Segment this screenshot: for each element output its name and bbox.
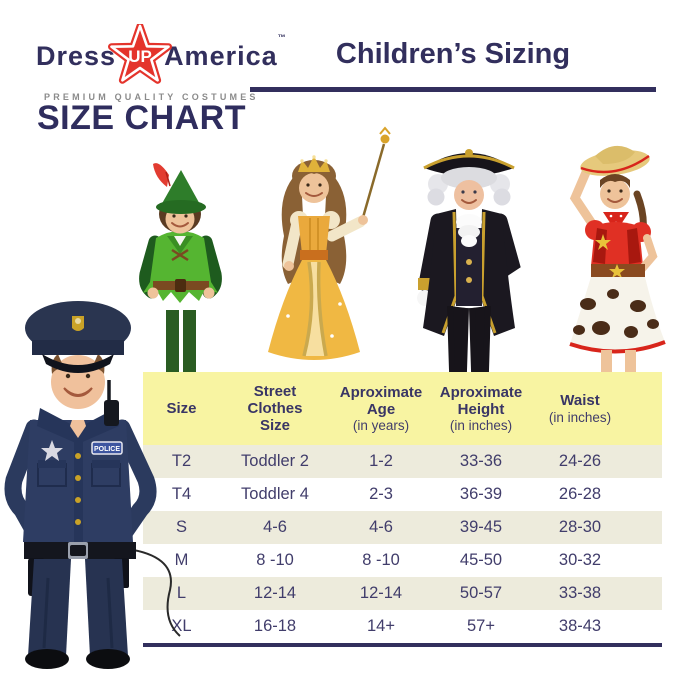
sizing-table: Size Street Clothes Size Aproximate Age …	[143, 372, 662, 647]
logo-word-dress: Dress	[36, 40, 117, 71]
costume-photo-police-officer: POLICE	[4, 301, 181, 669]
col-header-height: Aproximate Height (in inches)	[439, 383, 523, 434]
cell-size: S	[175, 518, 187, 536]
costume-photo-colonial	[417, 149, 521, 373]
col-header-waist: Waist (in inches)	[548, 392, 612, 425]
costume-photo-peter-pan	[139, 163, 222, 373]
table-row-t2: T2 Toddler 2 1-2 33-36 24-26	[143, 445, 662, 478]
cell-street-size: 4-6	[263, 518, 287, 536]
cell-street-size: Toddler 2	[241, 452, 309, 470]
logo-star-icon: UP	[108, 24, 173, 84]
page-title: Children’s Sizing	[335, 38, 571, 70]
col-header-age: Aproximate Age (in years)	[339, 383, 423, 434]
cell-size: T4	[171, 485, 192, 503]
cell-size: M	[174, 551, 189, 569]
brand-logo: Dress UP America™	[36, 24, 287, 88]
col-header-street-clothes-size: Street Clothes Size	[247, 382, 303, 435]
table-row-s: S 4-6 4-6 39-45 28-30	[143, 511, 662, 544]
cell-age: 1-2	[369, 452, 393, 470]
cell-street-size: 12-14	[253, 584, 297, 602]
cell-street-size: 16-18	[253, 617, 297, 635]
cell-height: 36-39	[459, 485, 503, 503]
cell-waist: 24-26	[558, 452, 602, 470]
cell-height: 33-36	[459, 452, 503, 470]
logo-word-up: UP	[128, 47, 152, 66]
cell-waist: 26-28	[558, 485, 602, 503]
title-underline	[250, 87, 656, 92]
trademark-symbol: ™	[277, 32, 287, 42]
costume-photo-princess	[268, 126, 391, 360]
logo-word-america: America™	[164, 32, 287, 71]
cell-waist: 33-38	[558, 584, 602, 602]
cell-age: 14+	[367, 617, 395, 635]
cell-age: 12-14	[359, 584, 403, 602]
table-header-row: Size Street Clothes Size Aproximate Age …	[143, 372, 662, 445]
cell-waist: 30-32	[558, 551, 602, 569]
cell-age: 4-6	[369, 518, 393, 536]
cell-height: 57+	[467, 617, 495, 635]
size-chart-title: SIZE CHART	[37, 99, 246, 137]
col-header-size: Size	[166, 399, 197, 417]
cell-height: 50-57	[459, 584, 503, 602]
table-bottom-border	[143, 643, 662, 647]
cell-waist: 38-43	[558, 617, 602, 635]
cell-age: 8 -10	[362, 551, 400, 569]
cell-street-size: 8 -10	[256, 551, 294, 569]
cell-size: L	[176, 584, 187, 602]
cell-height: 45-50	[459, 551, 503, 569]
table-row-xl: XL 16-18 14+ 57+ 38-43	[143, 610, 662, 643]
costume-photo-cowgirl	[569, 145, 666, 373]
cell-size: XL	[171, 617, 192, 635]
cell-street-size: Toddler 4	[241, 485, 309, 503]
cell-waist: 28-30	[558, 518, 602, 536]
police-patch-label: POLICE	[94, 446, 120, 453]
cell-age: 2-3	[369, 485, 393, 503]
cell-size: T2	[171, 452, 192, 470]
table-row-t4: T4 Toddler 4 2-3 36-39 26-28	[143, 478, 662, 511]
table-row-l: L 12-14 12-14 50-57 33-38	[143, 577, 662, 610]
cell-height: 39-45	[459, 518, 503, 536]
table-row-m: M 8 -10 8 -10 45-50 30-32	[143, 544, 662, 577]
brand-tagline: PREMIUM QUALITY COSTUMES	[44, 92, 259, 102]
